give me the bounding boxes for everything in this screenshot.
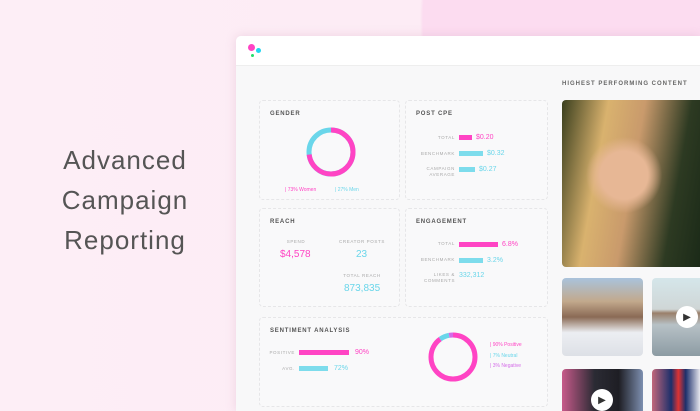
avg-bar: [299, 366, 328, 371]
row-label: CAMPAIGN AVERAGE: [426, 166, 455, 177]
avg-label: AVG.: [282, 366, 295, 371]
total-bar: [459, 242, 498, 247]
engagement-card: ENGAGEMENT TOTAL 6.8% BENCHMARK 3.2% LIK…: [405, 208, 548, 307]
legend-label: 3% Negative: [492, 363, 522, 369]
total-reach-label: TOTAL REACH: [343, 273, 381, 278]
positive-value: 90%: [355, 349, 370, 356]
legend-negative: | 3% Negative: [490, 363, 522, 369]
content-thumbnail-video[interactable]: ▶: [562, 369, 643, 411]
row-value: $0.32: [487, 150, 505, 157]
reach-card: REACH SPEND $4,578 CREATOR POSTS 23 TOTA…: [259, 208, 400, 307]
card-title: POST CPE: [416, 111, 453, 117]
play-icon[interactable]: ▶: [591, 389, 613, 411]
content-thumbnail-video[interactable]: ▶: [652, 278, 700, 356]
row-value: 3.2%: [487, 257, 503, 264]
row-value: 332,312: [459, 272, 485, 279]
creator-posts-label: CREATOR POSTS: [339, 239, 385, 244]
row-label: LIKES & COMMENTS: [424, 272, 456, 283]
section-title: HIGHEST PERFORMING CONTENT: [562, 81, 688, 87]
legend-label: 27% Men: [337, 187, 359, 193]
headline: Advanced Campaign Reporting: [40, 140, 210, 260]
benchmark-bar: [459, 151, 483, 156]
card-title: SENTIMENT ANALYSIS: [270, 328, 351, 334]
play-icon[interactable]: ▶: [676, 306, 698, 328]
negative-segment: [428, 332, 478, 382]
post-cpe-card: POST CPE TOTAL $0.20 BENCHMARK $0.32 CAM…: [405, 100, 548, 200]
headline-line: Advanced: [63, 145, 187, 175]
app-header: [236, 36, 700, 66]
row-value: 6.8%: [502, 241, 518, 248]
sentiment-donut-chart: [428, 332, 478, 382]
legend-women: | 73% Women: [285, 187, 317, 193]
legend-label: 7% Neutral: [492, 353, 518, 359]
row-value: $0.20: [476, 134, 494, 141]
legend-men: | 27% Men: [335, 187, 359, 193]
dashboard-window: GENDER | 73% Women | 27% Men POST CPE TO…: [236, 36, 700, 411]
card-title: REACH: [270, 219, 296, 225]
headline-line: Campaign: [61, 185, 189, 215]
content-thumbnail[interactable]: [562, 278, 643, 356]
gender-donut-chart: [306, 127, 356, 177]
row-label: BENCHMARK: [420, 257, 455, 262]
headline-line: Reporting: [64, 225, 186, 255]
card-title: GENDER: [270, 111, 301, 117]
benchmark-bar: [459, 258, 483, 263]
card-title: ENGAGEMENT: [416, 219, 468, 225]
total-bar: [459, 135, 472, 140]
campaign-average-bar: [459, 167, 475, 172]
featured-content-image[interactable]: [562, 100, 700, 267]
creator-posts-value: 23: [356, 249, 368, 260]
spend-value: $4,578: [280, 249, 311, 260]
women-segment: [306, 127, 356, 177]
content-thumbnail[interactable]: [652, 369, 700, 411]
total-reach-value: 873,835: [344, 283, 381, 294]
row-label: TOTAL: [437, 135, 455, 140]
legend-neutral: | 7% Neutral: [490, 353, 518, 359]
gender-card: GENDER | 73% Women | 27% Men: [259, 100, 400, 200]
spend-label: SPEND: [286, 239, 306, 244]
legend-positive: | 90% Positive: [490, 342, 522, 348]
positive-label: POSITIVE: [269, 350, 295, 355]
legend-label: 90% Positive: [492, 342, 522, 348]
avg-value: 72%: [334, 365, 349, 372]
row-label: TOTAL: [437, 241, 455, 246]
sentiment-card: SENTIMENT ANALYSIS POSITIVE 90% AVG. 72%…: [259, 317, 548, 407]
positive-segment: [428, 332, 478, 382]
row-label: BENCHMARK: [420, 151, 455, 156]
positive-bar: [299, 350, 349, 355]
row-value: $0.27: [479, 166, 497, 173]
legend-label: 73% Women: [287, 187, 317, 193]
